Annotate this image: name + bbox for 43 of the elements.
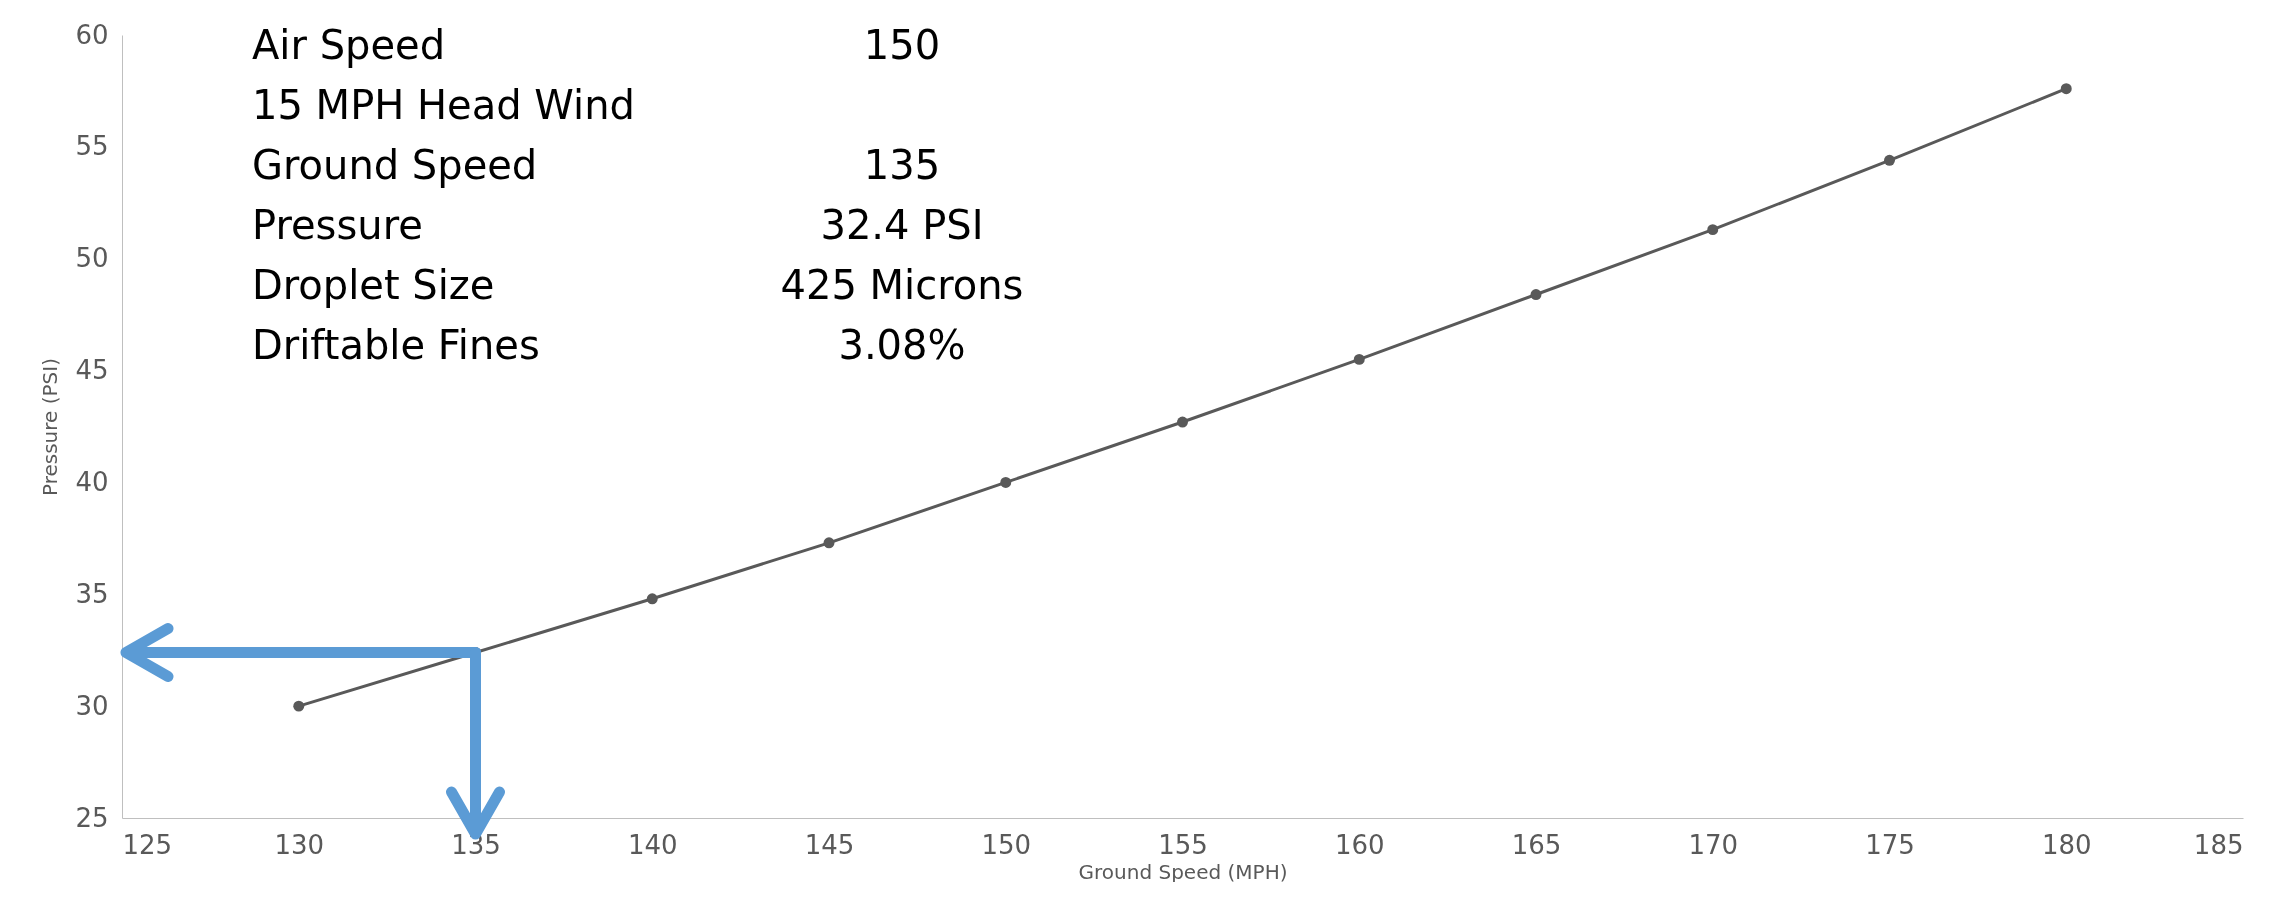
x-tick-label: 130: [274, 829, 325, 860]
y-tick-label: 30: [75, 690, 109, 721]
annotation: Droplet Size: [252, 262, 496, 308]
x-tick-label: 175: [1865, 829, 1915, 860]
x-tick-label: 150: [981, 829, 1032, 860]
x-tick-label: 145: [804, 829, 855, 860]
annotation: Driftable Fines: [252, 322, 541, 368]
point: [646, 593, 658, 605]
annotation: 15 MPH Head Wind: [252, 82, 636, 128]
point: [1707, 224, 1719, 236]
x-tick-label: 180: [2041, 829, 2092, 860]
point: [2060, 83, 2072, 95]
annotation: 425 Microns: [779, 262, 1025, 308]
x-tick-label: 185: [2193, 829, 2244, 860]
x-tick-label: 140: [627, 829, 678, 860]
x-tick-label: 160: [1334, 829, 1385, 860]
y-tick-label: 35: [75, 578, 109, 609]
x-tick-label: 155: [1158, 829, 1208, 860]
x-tick-label: 125: [122, 829, 173, 860]
annotation: 3.08%: [837, 322, 967, 368]
annotation: 32.4 PSI: [819, 202, 985, 248]
annotation: Pressure: [252, 202, 424, 248]
y-axis-title: Pressure (PSI): [38, 357, 63, 497]
y-tick-label: 45: [75, 355, 109, 386]
x-tick-label: 165: [1511, 829, 1562, 860]
annotation: Air Speed: [252, 22, 447, 68]
point: [293, 700, 305, 712]
x-tick-label: 170: [1688, 829, 1739, 860]
y-tick-label: 60: [75, 19, 109, 50]
point: [1530, 289, 1542, 300]
y-tick-label: 55: [75, 131, 109, 162]
point: [1177, 416, 1188, 428]
annotation: Ground Speed: [252, 142, 539, 188]
y-tick-label: 25: [75, 802, 109, 833]
point: [1884, 154, 1895, 166]
y-tick-label: 50: [75, 243, 109, 274]
annotation: 150: [862, 22, 942, 68]
y-tick-label: 40: [75, 466, 109, 497]
annotation: 135: [862, 142, 942, 188]
point: [1000, 476, 1012, 488]
x-axis-title: Ground Speed (MPH): [1078, 859, 1288, 884]
point: [823, 537, 835, 549]
point: [1353, 353, 1365, 365]
